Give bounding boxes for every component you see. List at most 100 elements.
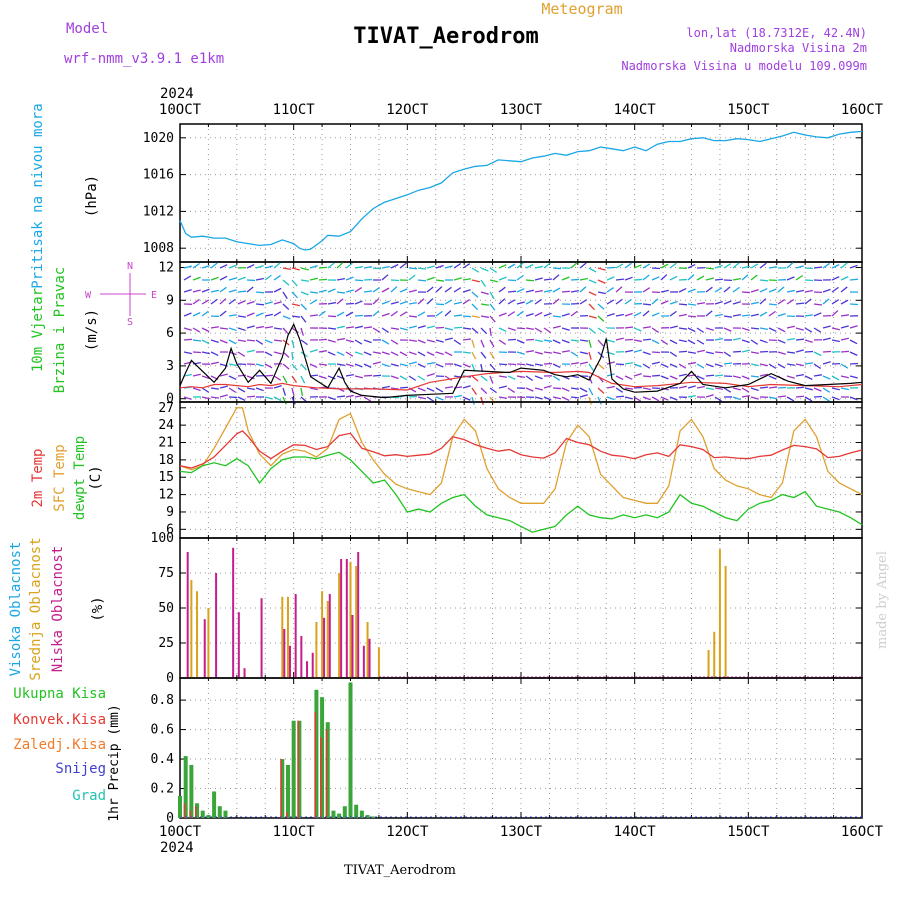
legend-freezing-precip: Zaledj.Kisa	[13, 737, 106, 753]
compass-w-label: W	[85, 290, 92, 301]
wind-arrow	[399, 262, 407, 269]
wind-arrow	[372, 287, 381, 293]
wind-arrow	[543, 339, 552, 343]
wind-arrow	[570, 262, 578, 269]
wind-arrow	[849, 362, 859, 365]
wind-arrow	[624, 312, 633, 317]
convective-precip-bar	[320, 736, 322, 818]
wind-arrow	[831, 286, 839, 293]
low-cloud-bar	[203, 619, 206, 678]
wind-arrow	[417, 363, 426, 368]
wind-arrow	[246, 387, 255, 391]
wind-arrow	[786, 299, 795, 305]
wind-arrow	[516, 301, 525, 305]
wind-arrow	[552, 315, 562, 318]
x-tick-label-bottom: 14OCT	[614, 824, 657, 840]
wind-arrow	[345, 374, 354, 377]
wind-arrow	[219, 264, 228, 269]
wind-arrow	[228, 387, 237, 393]
wind-arrow	[453, 314, 463, 317]
wind-arrow	[543, 278, 553, 281]
wind-arrow	[318, 310, 326, 317]
wind-arrow	[552, 351, 561, 355]
wind-arrow	[327, 396, 336, 401]
wind-arrow	[201, 327, 210, 333]
wind-arrow	[831, 310, 839, 317]
header-info-model-elevation: Nadmorska Visina u modelu 109.099m	[621, 59, 867, 73]
pressure-line	[179, 130, 863, 251]
wind-arrow	[309, 387, 318, 391]
wind-arrow	[588, 303, 596, 311]
wind-arrow	[489, 267, 498, 273]
wind-arrow	[651, 327, 660, 333]
wind-arrow	[255, 363, 264, 367]
wind-arrow	[669, 351, 678, 357]
wind-arrow	[282, 303, 290, 311]
total-precip-bar	[285, 764, 290, 818]
wind-arrow	[795, 374, 804, 377]
wind-arrow	[579, 262, 587, 269]
wind-arrow	[435, 326, 445, 329]
total-precip-bar	[183, 756, 188, 818]
wind-arrow	[507, 279, 517, 282]
wind-arrow	[822, 262, 830, 269]
wind-arrow	[426, 339, 435, 343]
wind-arrow	[651, 339, 660, 345]
wind-arrow	[579, 351, 588, 355]
compass-s-label: S	[127, 317, 133, 328]
wind-arrow	[462, 263, 471, 269]
wind-arrow	[327, 262, 335, 269]
wind-arrow	[615, 363, 625, 366]
wind-arrow	[696, 349, 705, 353]
wind-arrow	[723, 327, 732, 332]
wind-arrow	[201, 299, 210, 305]
wind-arrow	[255, 325, 264, 329]
wind-arrow	[669, 375, 678, 380]
wind-arrow	[363, 326, 373, 329]
wind-arrow	[282, 291, 288, 300]
wind-arrow	[750, 274, 758, 281]
wind-arrow	[426, 362, 435, 365]
wind-arrow	[381, 265, 390, 269]
wind-arrow	[426, 387, 435, 392]
wind-arrow	[408, 301, 417, 305]
wind-arrow	[669, 396, 678, 401]
wind-arrow	[759, 262, 767, 269]
convective-precip-bar	[325, 729, 328, 818]
wind-arrow	[795, 349, 804, 353]
cloud-ylabel-mid: Srednja Oblacnost	[28, 537, 44, 680]
wind-arrow	[183, 351, 192, 355]
wind-arrow	[732, 350, 742, 353]
wind-arrow	[534, 387, 543, 391]
wind-arrow	[525, 263, 534, 269]
convective-precip-bar	[189, 810, 191, 818]
wind-arrow	[273, 339, 283, 342]
x-tick-label-top: 14OCT	[614, 102, 657, 118]
wind-arrow	[399, 363, 408, 367]
wind-arrow	[588, 375, 593, 384]
wind-arrow	[318, 350, 327, 353]
wind-arrow	[228, 289, 237, 293]
wind-arrow	[246, 375, 255, 380]
wind-arrow	[228, 375, 237, 381]
wind-arrow	[741, 314, 751, 317]
temp-y-tick-label: 12	[158, 488, 174, 503]
wind-arrow	[255, 303, 265, 306]
wind-arrow	[552, 287, 561, 293]
wind-arrow	[822, 325, 831, 329]
wind-arrow	[435, 363, 444, 368]
wind-arrow	[471, 375, 479, 382]
wind-arrow	[489, 303, 496, 311]
wind-arrow	[813, 327, 822, 333]
precip-y-tick-label: 0.8	[151, 693, 174, 708]
wind-arrow	[606, 266, 616, 269]
total-precip-bar	[195, 803, 200, 818]
wind-arrow	[498, 276, 507, 281]
temp-ylabel-sfc: SFC Temp	[52, 444, 68, 511]
wind-arrow	[183, 289, 192, 293]
wind-arrow	[444, 327, 453, 331]
x-tick-label-top: 10OCT	[159, 102, 202, 118]
wind-arrow	[417, 311, 426, 317]
wind-arrow	[570, 310, 578, 317]
wind-arrow	[669, 325, 678, 329]
